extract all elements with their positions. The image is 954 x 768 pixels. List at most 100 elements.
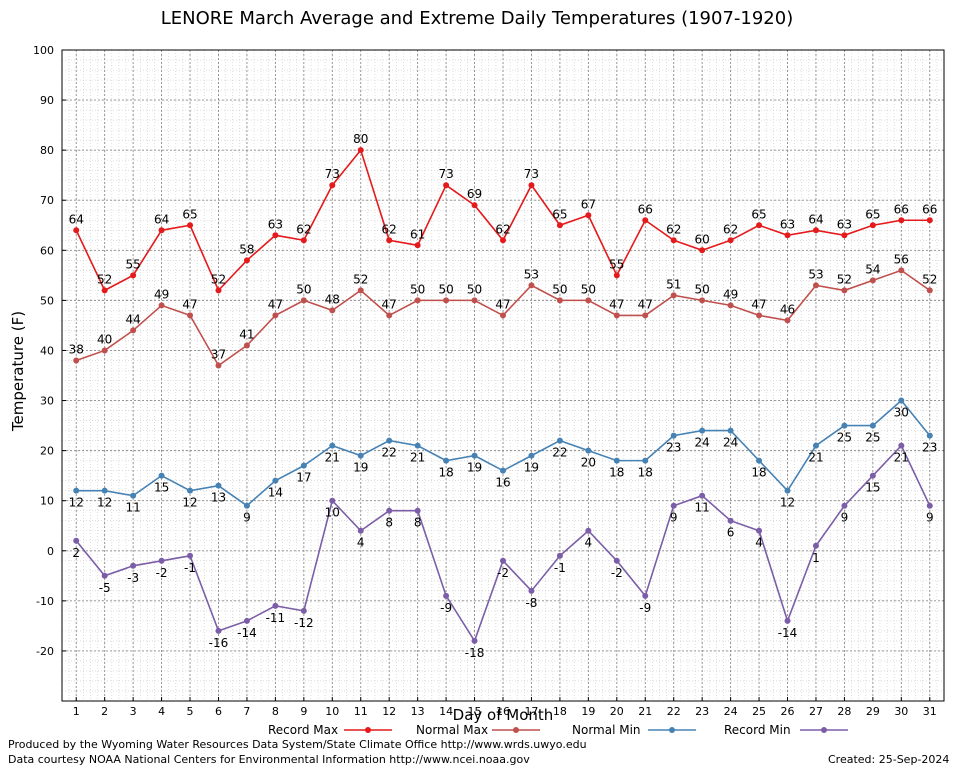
data-label: -9: [440, 601, 452, 615]
data-point: [613, 457, 620, 464]
data-point: [556, 552, 563, 559]
data-label: 9: [243, 511, 251, 525]
data-point: [699, 297, 706, 304]
data-point: [642, 312, 649, 319]
data-point: [471, 637, 478, 644]
legend-label: Normal Max: [416, 723, 488, 737]
data-point: [500, 467, 506, 474]
data-point: [670, 237, 677, 244]
data-label: 66: [922, 202, 937, 216]
data-point: [727, 302, 734, 309]
data-point: [613, 312, 620, 319]
data-point: [869, 277, 876, 284]
data-label: 9: [841, 511, 849, 525]
data-point: [443, 457, 450, 464]
data-point: [386, 237, 393, 244]
data-point: [443, 182, 450, 189]
data-label: 19: [467, 461, 482, 475]
x-tick-label: 11: [354, 705, 368, 718]
data-point: [158, 302, 165, 309]
data-point: [556, 222, 563, 229]
data-label: 64: [154, 212, 169, 226]
data-point: [585, 297, 592, 304]
x-tick-label: 31: [923, 705, 937, 718]
data-label: 24: [695, 436, 710, 450]
data-point: [528, 587, 535, 594]
data-label: 50: [438, 282, 453, 296]
x-tick-label: 24: [724, 705, 738, 718]
x-tick-label: 12: [382, 705, 396, 718]
data-point: [187, 552, 194, 559]
x-tick-label: 28: [837, 705, 851, 718]
data-label: 53: [808, 267, 823, 281]
data-label: 52: [97, 272, 112, 286]
data-label: 12: [97, 496, 112, 510]
x-tick-label: 3: [130, 705, 137, 718]
data-point: [215, 287, 222, 294]
x-tick-label: 19: [581, 705, 595, 718]
data-point: [329, 182, 336, 189]
data-point: [158, 472, 165, 479]
data-label: -14: [237, 626, 257, 640]
data-label: 47: [751, 297, 766, 311]
data-label: -2: [156, 566, 168, 580]
data-point: [613, 557, 620, 564]
data-label: 52: [211, 272, 226, 286]
data-point: [812, 227, 819, 234]
data-point: [784, 317, 791, 324]
x-tick-label: 15: [468, 705, 482, 718]
data-label: 9: [926, 511, 934, 525]
legend-label: Normal Min: [572, 723, 641, 737]
x-tick-label: 10: [325, 705, 339, 718]
data-label: 56: [894, 252, 909, 266]
data-point: [869, 422, 876, 429]
data-point: [101, 347, 108, 354]
data-label: 61: [410, 227, 425, 241]
data-label: 11: [125, 501, 140, 515]
chart-title: LENORE March Average and Extreme Daily T…: [160, 8, 794, 29]
data-point: [642, 592, 649, 599]
data-point: [73, 357, 80, 364]
data-label: 64: [808, 212, 823, 226]
data-point: [756, 312, 763, 319]
legend-label: Record Min: [724, 723, 791, 737]
data-label: 50: [552, 282, 567, 296]
data-point: [613, 272, 620, 279]
x-tick-label: 22: [667, 705, 681, 718]
legend-label: Record Max: [268, 723, 338, 737]
y-tick-label: 70: [40, 194, 54, 207]
data-label: -5: [99, 581, 111, 595]
data-point: [357, 147, 364, 154]
data-point: [841, 232, 848, 239]
legend-swatch-marker: [669, 727, 675, 733]
data-point: [784, 232, 791, 239]
data-label: 4: [755, 536, 763, 550]
data-label: 62: [382, 222, 397, 236]
data-point: [585, 212, 592, 219]
data-point: [101, 572, 108, 579]
data-label: 47: [268, 297, 283, 311]
x-tick-label: 9: [300, 705, 307, 718]
data-point: [869, 472, 876, 479]
data-point: [784, 617, 791, 624]
data-label: 12: [780, 496, 795, 510]
x-tick-label: 26: [781, 705, 795, 718]
data-label: 54: [865, 262, 880, 276]
data-label: 17: [296, 471, 311, 485]
data-point: [898, 397, 905, 404]
data-point: [642, 217, 649, 224]
x-tick-label: 27: [809, 705, 823, 718]
data-point: [215, 627, 222, 634]
data-label: 73: [524, 167, 539, 181]
data-label: 62: [296, 222, 311, 236]
data-label: 25: [865, 431, 880, 445]
x-tick-label: 8: [272, 705, 279, 718]
data-point: [130, 562, 137, 569]
data-label: 12: [69, 496, 84, 510]
data-point: [357, 527, 364, 534]
data-point: [130, 327, 137, 334]
data-point: [443, 592, 450, 599]
data-label: 21: [894, 451, 909, 465]
data-label: -1: [184, 561, 196, 575]
